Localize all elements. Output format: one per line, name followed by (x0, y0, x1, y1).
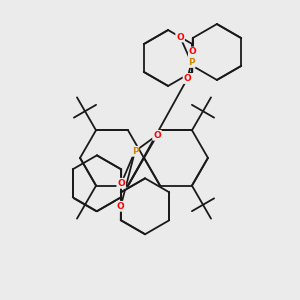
Text: O: O (189, 47, 196, 56)
Text: O: O (117, 202, 124, 211)
Text: O: O (184, 74, 191, 83)
Text: O: O (176, 32, 184, 41)
Text: P: P (188, 58, 195, 67)
Text: O: O (117, 179, 125, 188)
Text: O: O (153, 131, 161, 140)
Text: P: P (132, 147, 138, 156)
